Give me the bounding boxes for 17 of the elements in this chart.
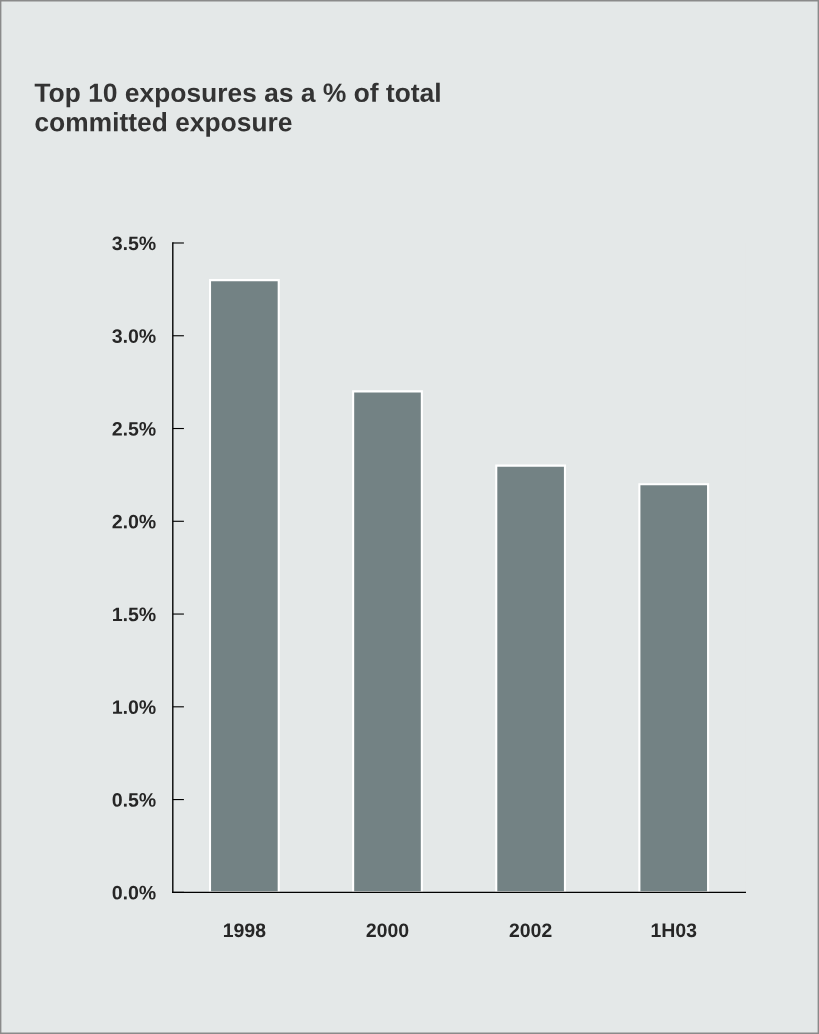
- x-tick-label: 1H03: [651, 923, 697, 938]
- x-tick-label: 2000: [366, 923, 409, 938]
- y-tick-label: 3.5%: [112, 236, 156, 251]
- y-tick-label: 1.5%: [113, 607, 156, 622]
- y-tick-label: 0.0%: [112, 885, 156, 900]
- bar: [495, 464, 566, 893]
- x-tick-label: 1998: [223, 923, 266, 938]
- y-tick-label: 2.0%: [112, 514, 156, 529]
- y-tick-label: 0.5%: [112, 793, 156, 807]
- x-tick-label: 2002: [509, 923, 552, 938]
- chart-title: Top 10 exposures as a % of total committed exposure: [34, 82, 440, 137]
- y-tick-label: 1.0%: [113, 700, 156, 715]
- y-tick-label: 3.0%: [112, 329, 156, 344]
- y-tick-label: 2.5%: [112, 421, 156, 436]
- bar: [638, 483, 710, 893]
- bar: [208, 279, 280, 893]
- bar: [352, 390, 423, 893]
